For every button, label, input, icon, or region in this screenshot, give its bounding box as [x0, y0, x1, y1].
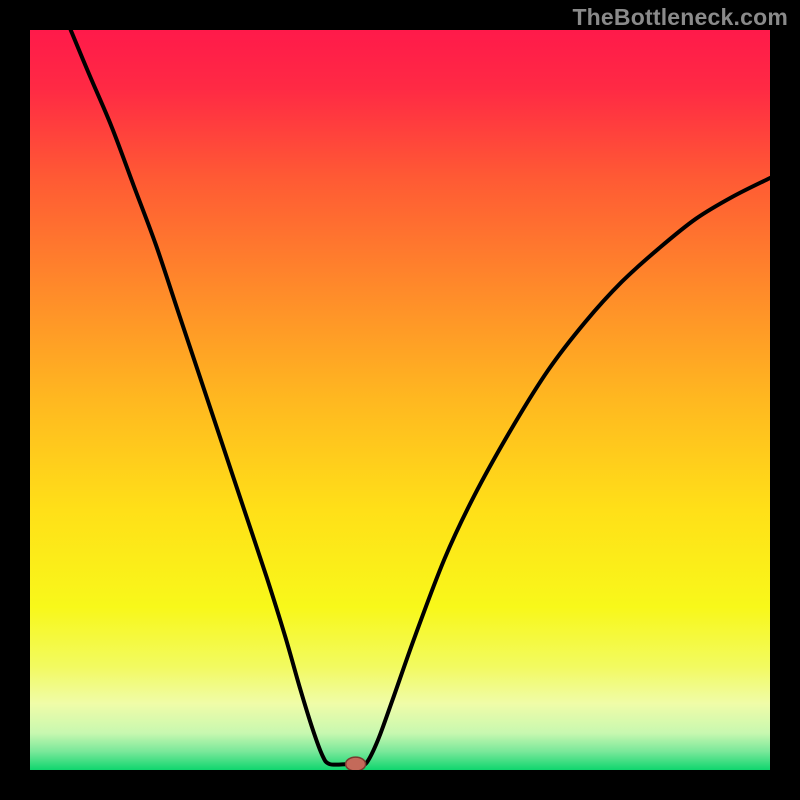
- chart-frame: TheBottleneck.com: [0, 0, 800, 800]
- chart-svg: [30, 30, 770, 770]
- optimum-marker: [346, 757, 366, 770]
- gradient-background: [30, 30, 770, 770]
- watermark-text: TheBottleneck.com: [572, 4, 788, 31]
- plot-area: [30, 30, 770, 770]
